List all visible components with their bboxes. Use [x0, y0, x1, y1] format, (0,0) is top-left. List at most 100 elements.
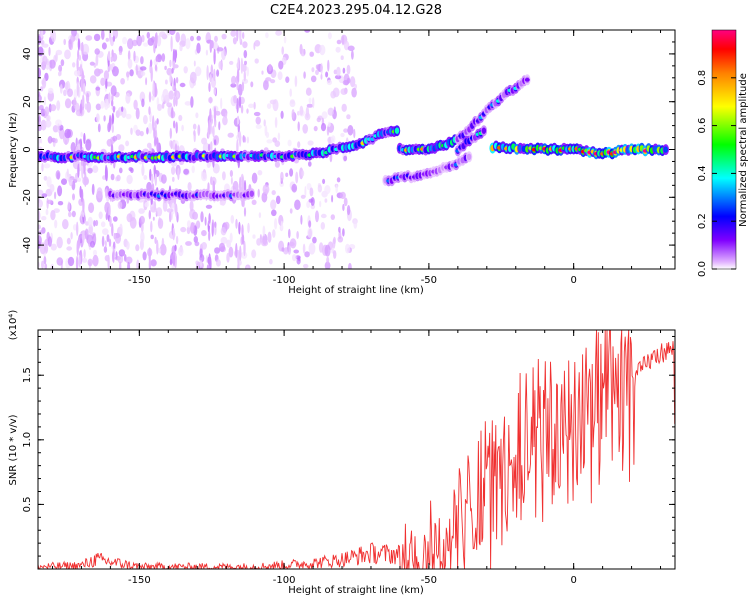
noise-speckle	[41, 193, 48, 198]
noise-speckle	[51, 30, 57, 43]
noise-speckle	[82, 43, 90, 55]
noise-speckle	[185, 38, 191, 50]
noise-speckle	[106, 138, 113, 147]
noise-speckle	[185, 241, 192, 246]
noise-streak	[84, 171, 87, 187]
noise-speckle	[320, 62, 323, 75]
noise-speckle	[201, 230, 207, 237]
noise-speckle	[38, 235, 42, 246]
noise-speckle	[263, 119, 266, 127]
noise-streak	[105, 188, 108, 197]
noise-speckle	[103, 70, 109, 81]
figure-title: C2E4.2023.295.04.12.G28	[270, 3, 442, 18]
noise-speckle	[161, 174, 167, 184]
noise-speckle	[38, 209, 41, 222]
noise-speckle	[93, 220, 96, 227]
noise-speckle	[67, 256, 75, 267]
noise-speckle	[342, 67, 346, 74]
noise-speckle	[68, 38, 72, 50]
noise-speckle	[197, 124, 201, 136]
noise-speckle	[226, 239, 232, 248]
noise-speckle	[38, 35, 42, 45]
noise-speckle	[195, 66, 202, 77]
noise-streak	[151, 173, 154, 184]
noise-speckle	[46, 199, 53, 204]
noise-streak	[79, 185, 82, 198]
noise-streak	[76, 81, 80, 97]
noise-speckle	[161, 53, 166, 62]
noise-speckle	[253, 111, 261, 117]
noise-speckle	[164, 65, 167, 71]
noise-speckle	[340, 132, 345, 138]
noise-speckle	[297, 141, 301, 149]
noise-speckle	[64, 49, 71, 60]
noise-speckle	[246, 136, 250, 144]
noise-speckle	[324, 244, 331, 257]
spectrogram-x-axis-label: Height of straight line (km)	[288, 285, 424, 296]
noise-speckle	[186, 226, 191, 235]
noise-speckle	[237, 83, 243, 96]
noise-streak	[208, 82, 211, 93]
noise-speckle	[89, 61, 95, 66]
spectrogram-axes: -150 -100 -50 0 -40 -20 0 20 40	[22, 29, 675, 286]
noise-speckle	[215, 259, 221, 267]
noise-streak	[209, 108, 212, 122]
noise-speckle	[269, 258, 273, 265]
noise-speckle	[351, 87, 357, 98]
noise-speckle	[312, 236, 317, 244]
noise-speckle	[52, 125, 59, 133]
noise-speckle	[242, 41, 248, 49]
noise-streak	[237, 57, 240, 70]
noise-speckle	[70, 142, 76, 153]
noise-speckle	[41, 216, 47, 221]
noise-speckle	[308, 97, 312, 104]
noise-speckle	[288, 228, 291, 239]
noise-speckle	[317, 184, 323, 193]
noise-speckle	[308, 228, 312, 238]
noise-streak	[171, 67, 174, 74]
noise-speckle	[275, 195, 281, 205]
noise-speckle	[110, 85, 117, 97]
noise-speckle	[319, 200, 322, 208]
noise-streak	[177, 167, 180, 181]
noise-speckle	[46, 176, 52, 188]
noise-speckle	[135, 107, 140, 120]
noise-speckle	[326, 79, 333, 86]
noise-speckle	[119, 261, 122, 269]
noise-speckle	[232, 37, 237, 45]
noise-streak	[238, 131, 242, 147]
noise-speckle	[229, 232, 233, 243]
noise-streak	[169, 258, 173, 266]
noise-speckle	[199, 259, 203, 269]
noise-streak	[82, 94, 85, 108]
ridge-body	[249, 190, 254, 197]
noise-speckle	[118, 45, 123, 54]
noise-speckle	[172, 176, 175, 182]
noise-streak	[174, 202, 177, 213]
noise-speckle	[75, 172, 78, 181]
noise-streak	[170, 140, 173, 150]
ridge-core	[524, 78, 530, 82]
noise-streak	[81, 70, 85, 85]
noise-speckle	[159, 243, 167, 256]
noise-speckle	[38, 224, 41, 230]
noise-speckle	[183, 66, 188, 74]
noise-speckle	[220, 236, 228, 245]
noise-streak	[81, 41, 84, 57]
noise-speckle	[320, 222, 325, 230]
noise-speckle	[230, 30, 237, 37]
noise-speckle	[353, 128, 356, 139]
noise-streak	[108, 114, 112, 131]
noise-speckle	[299, 105, 304, 116]
noise-streak	[148, 247, 151, 263]
x-tick-label: -100	[273, 275, 296, 286]
noise-speckle	[338, 226, 341, 233]
noise-speckle	[180, 226, 187, 233]
noise-speckle	[254, 40, 261, 47]
noise-speckle	[127, 38, 134, 50]
noise-streak	[175, 96, 178, 107]
noise-speckle	[267, 231, 272, 243]
noise-speckle	[151, 95, 155, 101]
noise-speckle	[56, 257, 64, 266]
noise-speckle	[230, 83, 237, 88]
